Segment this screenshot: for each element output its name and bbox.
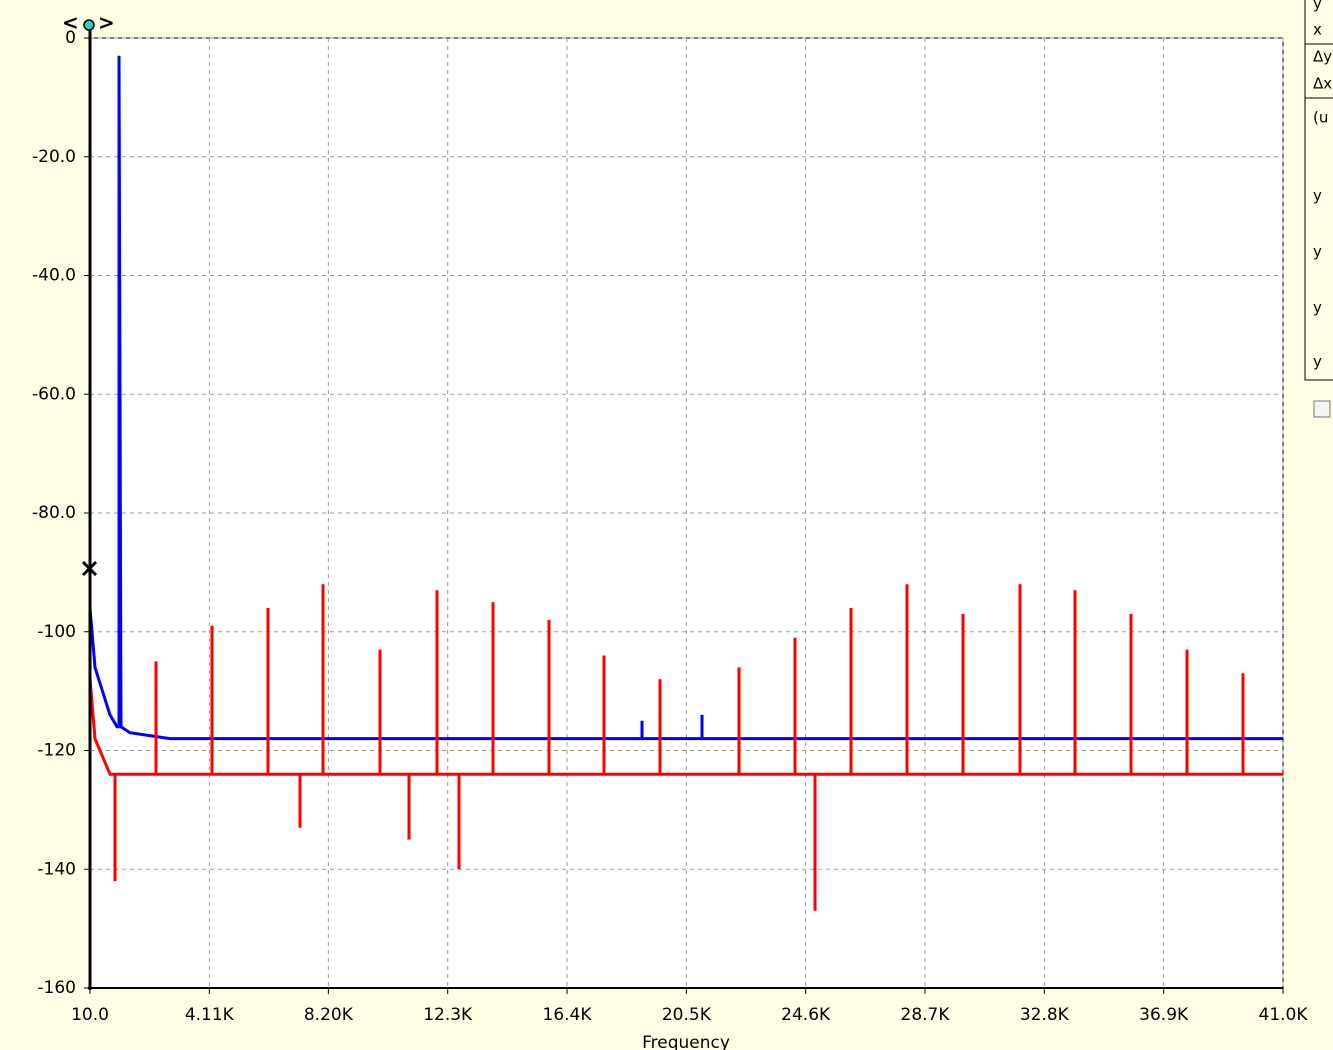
cross-line [81,560,98,577]
panel-label: y [1313,187,1322,205]
panel-label: y [1313,0,1322,13]
panel-label: y [1313,299,1322,317]
y-tick-label: -160 [37,978,76,998]
x-tick-label: 41.0K [1259,1005,1309,1025]
cursor-cross [81,560,98,577]
x-tick-label: 12.3K [423,1005,473,1025]
series-line [88,55,1283,741]
y-tick-label: -120 [37,741,76,761]
cursor-arrow: < [62,11,79,35]
x-tick-label: 20.5K [662,1005,712,1025]
x-tick-label: 36.9K [1139,1005,1189,1025]
y-tick-label: -140 [37,859,76,879]
cursor-handle [83,19,95,31]
panel-label: (u [1313,109,1328,127]
x-tick-label: 16.4K [543,1005,593,1025]
y-tick-label: -80.0 [32,503,76,523]
x-axis-label: Frequency [642,1033,730,1050]
panel-box [1304,0,1333,381]
y-tick-label: -100 [37,622,76,642]
panel-label: Δx [1313,75,1332,93]
cursor-marker[interactable]: < > [62,11,115,35]
series-group [88,55,1283,911]
y-tick-label: -60.0 [32,384,76,404]
panel-label: y [1313,243,1322,261]
y-tick-label: 0 [65,28,76,48]
panel-label: Δy [1313,48,1332,66]
y-tick-label: -20.0 [32,147,76,167]
panel-label: x [1313,21,1322,39]
cursor-arrow: > [98,11,115,35]
x-tick-label: 28.7K [901,1005,951,1025]
checkbox[interactable] [1313,400,1331,418]
x-tick-label: 4.11K [185,1005,235,1025]
x-tick-label: 8.20K [304,1005,354,1025]
panel-label: y [1313,353,1322,371]
grid [89,37,1284,989]
series-line [88,584,1283,911]
y-tick-label: -40.0 [32,266,76,286]
x-tick-label: 32.8K [1020,1005,1070,1025]
x-tick-label: 10.0 [71,1005,109,1025]
x-tick-label: 24.6K [781,1005,831,1025]
